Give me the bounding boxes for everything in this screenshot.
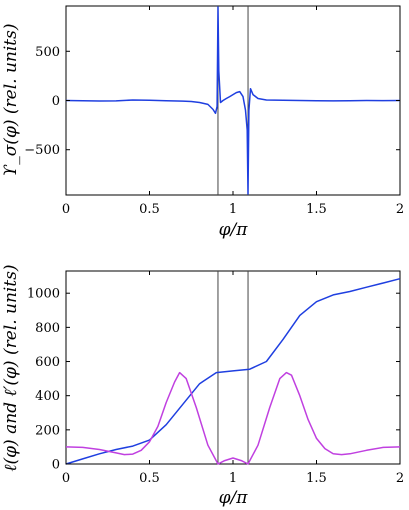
bottom-plot-frame [65, 270, 401, 465]
bottom-series-line-1 [65, 371, 401, 465]
top-x-tick-label: 0.5 [139, 202, 160, 217]
bottom-x-tick-label: 0.5 [139, 471, 160, 486]
top-panel: 0 0.5 1 1.5 2 −500 0 500 φ/π ϒ_σ(φ) (rel. units… [1, 5, 404, 240]
top-y-tick-label: 500 [35, 45, 60, 60]
bottom-y-axis-label: ℓ(φ) and ℓ′(φ) (rel. units) [1, 264, 21, 471]
bottom-x-tick-label: 0 [62, 471, 70, 486]
bottom-y-tick-label: 0 [52, 458, 60, 473]
top-y-axis-label: ϒ_σ(φ) (rel. units) [1, 24, 21, 177]
top-x-tick-label: 1 [229, 202, 237, 217]
bottom-series-line-0 [65, 277, 401, 465]
top-series-line-0 [65, 6, 401, 195]
top-x-tick-label: 0 [62, 202, 70, 217]
top-x-tick-label: 2 [396, 202, 404, 217]
bottom-x-tick-label: 1.5 [306, 471, 327, 486]
top-x-tick-label: 1.5 [306, 202, 327, 217]
bottom-x-axis-label: φ/π [219, 488, 249, 508]
top-y-tick-label: 0 [52, 94, 60, 109]
bottom-panel: 0 0.5 1 1.5 2 0 200 400 600 800 1000 φ/π ℓ(φ) and … [1, 264, 404, 508]
top-y-tick-label: −500 [24, 143, 60, 158]
bottom-y-tick-label: 200 [35, 423, 60, 438]
bottom-x-tick-label: 1 [229, 471, 237, 486]
bottom-y-tick-label: 400 [35, 389, 60, 404]
top-x-axis-label: φ/π [219, 220, 249, 240]
bottom-y-tick-label: 600 [35, 355, 60, 370]
bottom-y-tick-label: 800 [35, 321, 60, 336]
bottom-x-tick-label: 2 [396, 471, 404, 486]
bottom-y-tick-label: 1000 [27, 287, 60, 302]
